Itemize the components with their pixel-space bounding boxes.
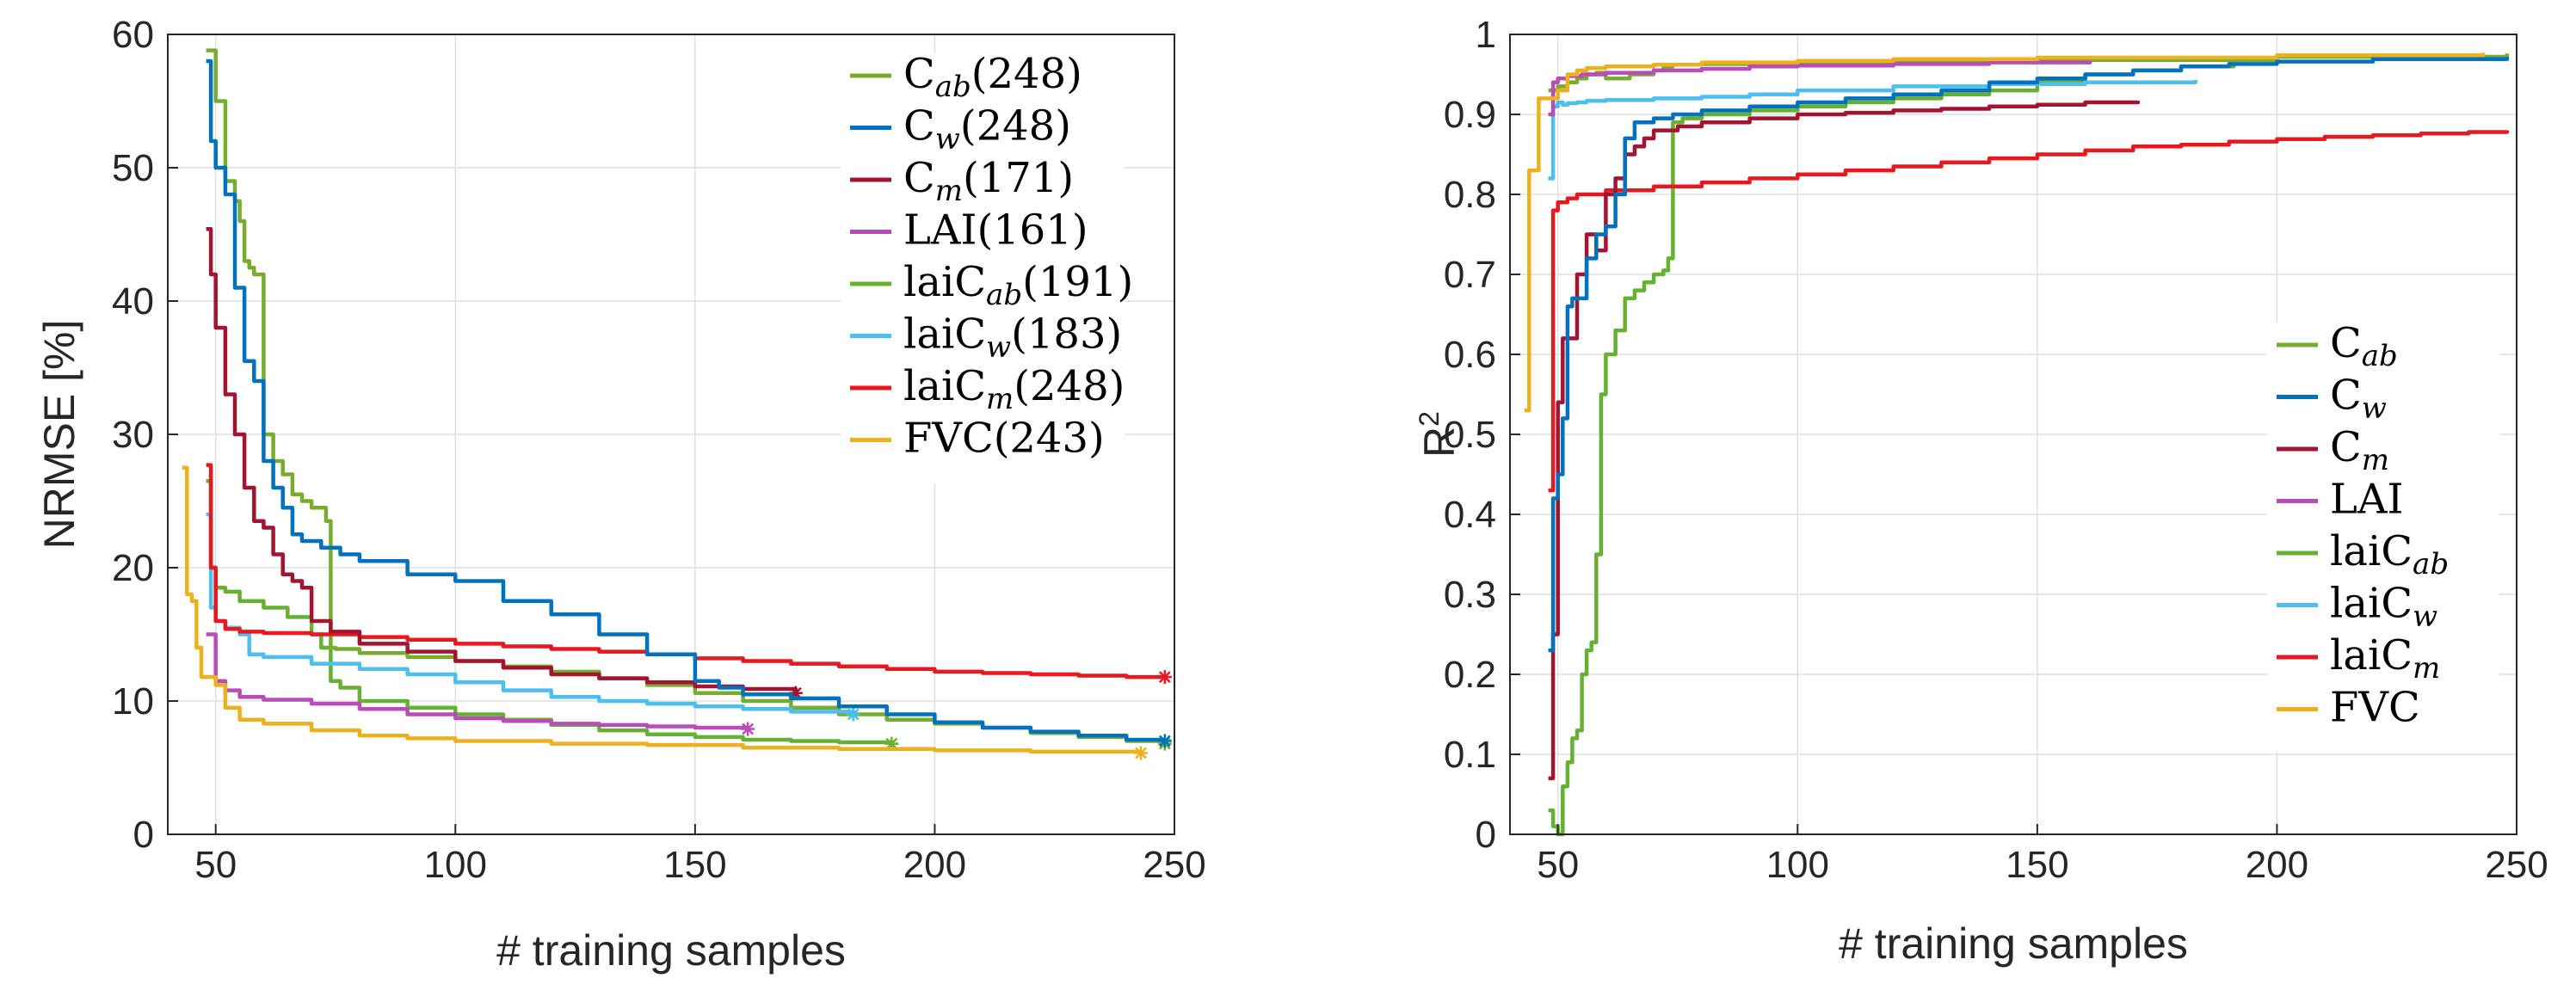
right-x-tick-label: 100 xyxy=(1766,844,1829,886)
left-legend-label: FVC(243) xyxy=(903,415,1105,463)
left-legend-item-laicm: laiCm(248) xyxy=(850,362,1125,416)
panel-right-r2: 50 100 150 200 250 0 0.1 0.2 0.3 0.4 0.5 0.6 0.7 0.8 0… xyxy=(1414,14,2548,968)
left-series-fvc-end-marker xyxy=(1134,746,1148,760)
right-y-axis-label-text: R2 xyxy=(1414,411,1464,458)
right-y-tick-label: 0.3 xyxy=(1444,574,1496,616)
right-y-tick-label: 0.1 xyxy=(1444,734,1496,776)
left-y-tick-label: 30 xyxy=(112,414,154,456)
right-legend-item-cab: Cab xyxy=(2277,319,2398,373)
left-legend-label: laiCab(191) xyxy=(903,258,1133,312)
right-x-tick-label: 50 xyxy=(1537,844,1579,886)
left-series-lai-line xyxy=(206,632,750,730)
left-y-tick-label: 20 xyxy=(112,547,154,589)
left-legend-label: Cm(171) xyxy=(903,154,1074,208)
right-x-tick-label: 200 xyxy=(2246,844,2308,886)
right-legend-label: laiCab xyxy=(2330,527,2449,581)
left-series-cab-line xyxy=(206,48,1168,744)
right-legend-box xyxy=(2267,323,2499,753)
left-x-tick-label: 100 xyxy=(424,844,487,886)
right-legend-label: FVC xyxy=(2330,684,2420,732)
right-tick-labels: 50 100 150 200 250 0 0.1 0.2 0.3 0.4 0.5 0.6 0.7 0.8 0… xyxy=(1444,14,2548,886)
left-legend-label: laiCm(248) xyxy=(903,362,1125,416)
left-y-tick-label: 0 xyxy=(133,814,154,856)
left-legend-box xyxy=(841,53,1125,483)
right-legend-label: Cab xyxy=(2330,319,2398,373)
left-series-cw-end-marker xyxy=(1157,734,1172,748)
left-x-tick-label: 250 xyxy=(1143,844,1205,886)
right-y-tick-label: 0.2 xyxy=(1444,654,1496,696)
left-legend-item-lai: LAI(161) xyxy=(850,206,1088,255)
left-tick-labels: 50 100 150 200 250 0 10 20 30 40 50 60 xyxy=(112,14,1206,886)
left-series-laicab-line xyxy=(206,479,894,745)
right-y-tick-label: 0.9 xyxy=(1444,94,1496,136)
left-legend-item-laicw: laiCw(183) xyxy=(850,311,1122,365)
right-legend-item-cm: Cm xyxy=(2277,423,2389,477)
left-x-axis-label: # training samples xyxy=(496,926,846,975)
left-legend-label: LAI(161) xyxy=(903,206,1088,255)
left-x-tick-label: 50 xyxy=(194,844,237,886)
left-series-cw-line xyxy=(206,58,1168,742)
left-series-lai-end-marker xyxy=(741,722,755,736)
right-legend-item-fvc: FVC xyxy=(2277,684,2420,732)
left-x-tick-label: 200 xyxy=(903,844,966,886)
right-y-tick-label: 1 xyxy=(1476,14,1496,56)
left-y-axis-label: NRMSE [%] xyxy=(35,320,83,550)
right-y-tick-label: 0.5 xyxy=(1444,414,1496,456)
left-legend-item-fvc: FVC(243) xyxy=(850,415,1105,463)
left-series-fvc-line xyxy=(182,465,1143,754)
left-y-tick-label: 10 xyxy=(112,680,154,723)
left-series-laicm-line xyxy=(206,463,1165,680)
right-x-tick-label: 150 xyxy=(2006,844,2068,886)
right-legend-item-laicw: laiCw xyxy=(2277,580,2437,634)
left-y-tick-label: 40 xyxy=(112,280,154,323)
right-y-tick-label: 0.4 xyxy=(1444,494,1496,536)
right-x-tick-label: 250 xyxy=(2485,844,2548,886)
left-legend-item-cw: Cw(248) xyxy=(850,102,1071,157)
right-legend-label: laiCm xyxy=(2330,631,2440,686)
right-series-laicm-line xyxy=(1548,130,2510,493)
left-y-tick-label: 60 xyxy=(112,14,154,56)
left-legend-label: Cw(248) xyxy=(903,102,1071,157)
left-series-lines xyxy=(182,48,1172,760)
right-y-tick-label: 0 xyxy=(1476,814,1496,856)
panel-left-nrmse: 50 100 150 200 250 0 10 20 30 40 50 60 # training s… xyxy=(35,14,1206,975)
left-legend-label: Cab(248) xyxy=(903,50,1082,104)
left-y-tick-label: 50 xyxy=(112,147,154,189)
right-legend-item-laicm: laiCm xyxy=(2277,631,2440,686)
right-legend-label: laiCw xyxy=(2330,580,2437,634)
right-y-axis-label: R2 xyxy=(1414,411,1464,458)
right-series-fvc-line xyxy=(1524,52,2486,413)
right-legend-item-laicab: laiCab xyxy=(2277,527,2449,581)
right-legend-item-lai: LAI xyxy=(2277,476,2404,524)
right-legend-item-cw: Cw xyxy=(2277,372,2387,426)
right-series-cm-line xyxy=(1548,100,2141,781)
right-legend-label: LAI xyxy=(2330,476,2404,524)
left-legend-label: laiCw(183) xyxy=(903,311,1122,365)
right-series-lines xyxy=(1524,52,2510,837)
left-legend-item-cab: Cab(248) xyxy=(850,50,1082,104)
left-x-tick-label: 150 xyxy=(663,844,726,886)
right-legend-label: Cw xyxy=(2330,372,2387,426)
left-series-cm-line xyxy=(206,227,798,693)
left-series-laicw-end-marker xyxy=(846,707,860,722)
right-x-axis-label: # training samples xyxy=(1839,919,2188,968)
right-y-tick-label: 0.6 xyxy=(1444,334,1496,376)
right-series-laicab-line xyxy=(1548,62,2236,837)
right-series-cw-line xyxy=(1548,57,2510,653)
left-legend: Cab(248)Cw(248)Cm(171)LAI(161)laiCab(191… xyxy=(841,50,1133,483)
right-y-tick-label: 0.7 xyxy=(1444,254,1496,296)
right-legend-label: Cm xyxy=(2330,423,2389,477)
right-y-tick-label: 0.8 xyxy=(1444,174,1496,216)
right-series-lai-line xyxy=(1548,60,2092,117)
left-legend-item-laicab: laiCab(191) xyxy=(850,258,1133,312)
left-series-laicm-end-marker xyxy=(1157,670,1172,685)
left-legend-item-cm: Cm(171) xyxy=(850,154,1074,208)
